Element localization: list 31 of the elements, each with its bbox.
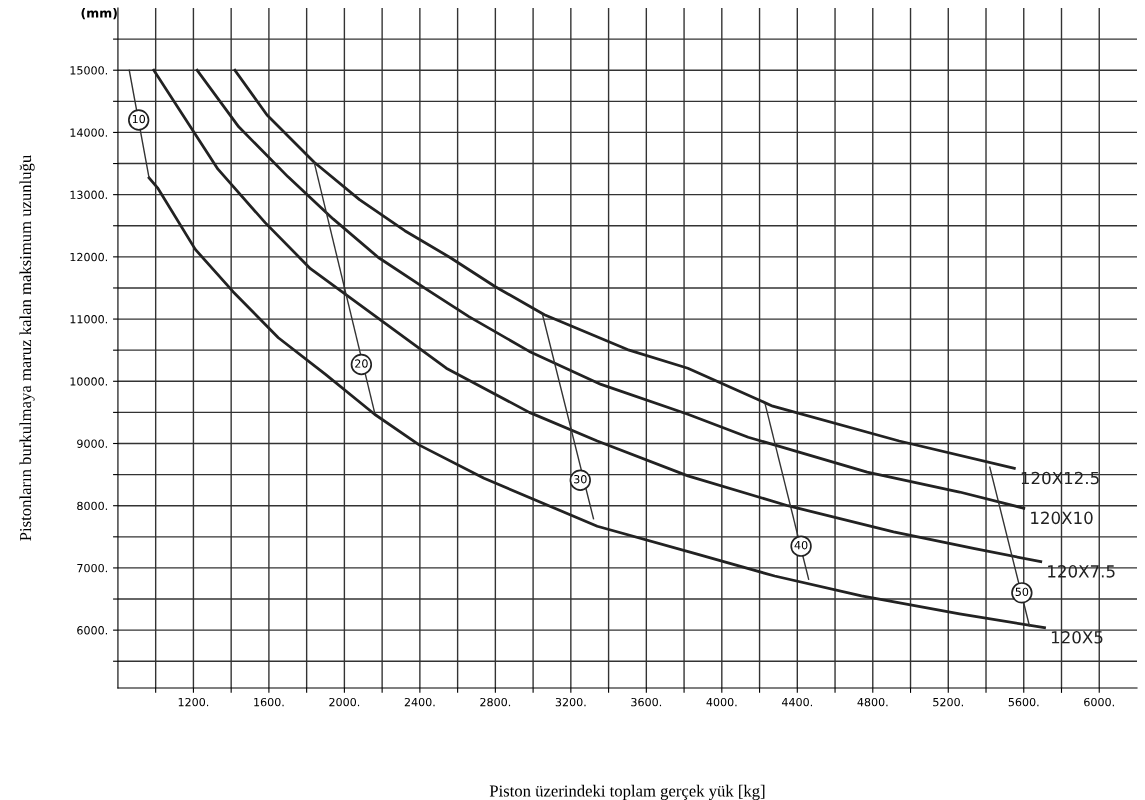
x-tick-label: 1600.	[254, 697, 284, 707]
x-axis-title: Piston üzerindeki toplam gerçek yük [kg]	[489, 784, 765, 800]
annotation: 30	[574, 475, 587, 484]
y-axis-title: Pistonların burkulmaya maruz kalan maksimum uzunluğu	[19, 155, 35, 541]
annotation: 10	[132, 114, 146, 124]
annotation: 40	[794, 540, 808, 550]
x-tick-label: 3600.	[631, 697, 662, 707]
x-tick-label: 2800.	[480, 697, 511, 707]
y-tick-label: 11000.	[70, 315, 108, 324]
y-tick-label: 9000.	[77, 439, 108, 448]
y-tick-label: 13000.	[70, 190, 108, 200]
y-tick-label: 14000.	[70, 128, 108, 137]
y-tick-label: 12000.	[70, 252, 108, 262]
x-tick-label: 2000.	[329, 697, 360, 707]
annotation: 50	[1015, 587, 1029, 597]
text: (mm)	[81, 8, 117, 20]
x-tick-label: 4400.	[781, 697, 813, 707]
y-tick-label: 8000.	[77, 501, 108, 511]
x-tick-label: 5600.	[1008, 697, 1039, 707]
x-tick-label: 5200.	[933, 697, 963, 707]
x-tick-label: 4000.	[706, 697, 737, 707]
x-tick-label: 4800.	[857, 697, 888, 707]
x-tick-label: 6000.	[1084, 697, 1114, 707]
y-tick-label: 10000.	[70, 377, 108, 386]
y-tick-label: 7000.	[77, 563, 108, 573]
y-tick-label: 15000.	[70, 66, 108, 75]
x-tick-label: 2400.	[404, 697, 435, 707]
x-tick-label: 3200.	[555, 697, 586, 707]
x-tick-label: 1200.	[178, 697, 209, 707]
annotation: 20	[355, 359, 368, 368]
y-tick-label: 6000.	[77, 626, 108, 635]
